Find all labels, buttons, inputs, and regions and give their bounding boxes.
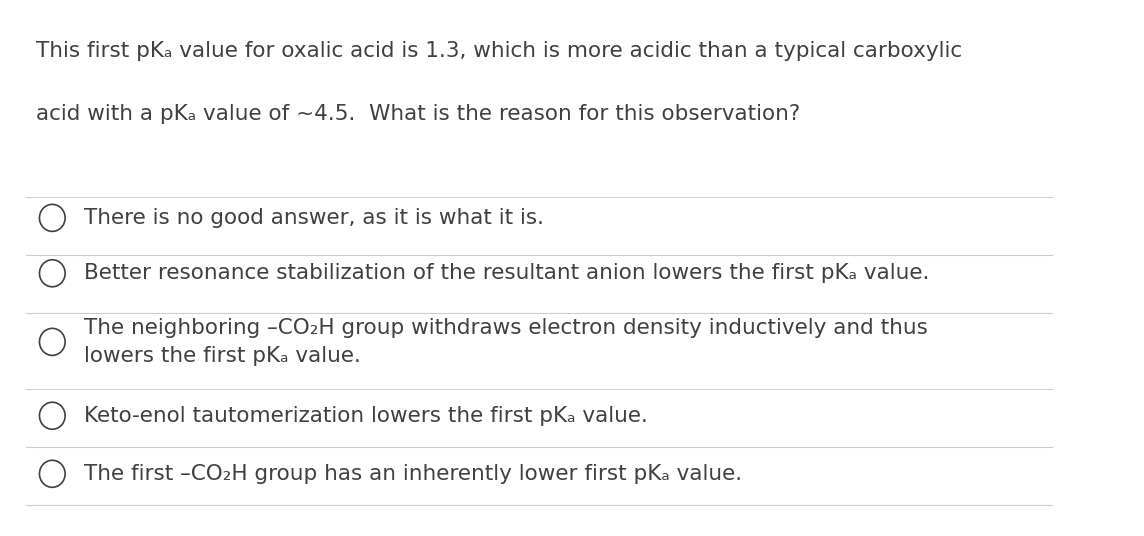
Text: The first –CO₂H group has an inherently lower first pKₐ value.: The first –CO₂H group has an inherently … (85, 464, 742, 484)
Text: The neighboring –CO₂H group withdraws electron density inductively and thus
lowe: The neighboring –CO₂H group withdraws el… (85, 318, 928, 366)
Text: This first pKₐ value for oxalic acid is 1.3, which is more acidic than a typical: This first pKₐ value for oxalic acid is … (37, 41, 962, 61)
Text: Keto-enol tautomerization lowers the first pKₐ value.: Keto-enol tautomerization lowers the fir… (85, 406, 649, 426)
Text: Better resonance stabilization of the resultant anion lowers the first pKₐ value: Better resonance stabilization of the re… (85, 263, 930, 284)
Text: acid with a pKₐ value of ~4.5.  What is the reason for this observation?: acid with a pKₐ value of ~4.5. What is t… (37, 105, 801, 124)
Text: There is no good answer, as it is what it is.: There is no good answer, as it is what i… (85, 208, 545, 228)
